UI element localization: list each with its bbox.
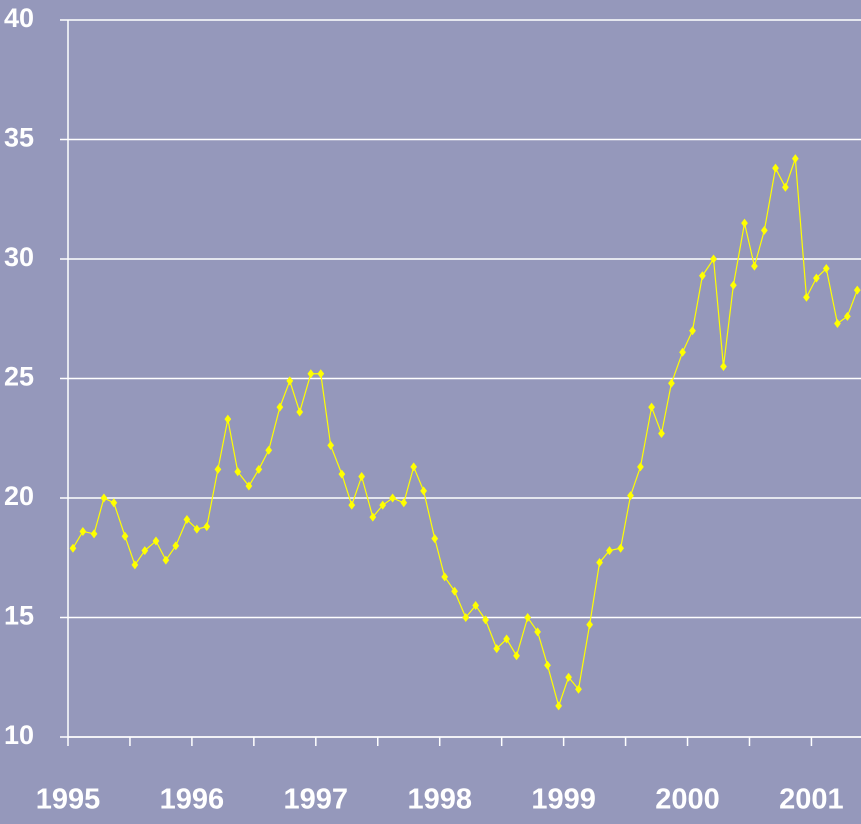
data-point (172, 541, 180, 551)
data-point (606, 546, 613, 556)
y-tick-label: 30 (4, 242, 34, 272)
data-point (234, 467, 242, 477)
data-point (843, 311, 851, 321)
data-point (586, 620, 594, 630)
data-point (803, 292, 810, 302)
data-point (379, 500, 387, 510)
data-point (699, 271, 706, 281)
x-tick-label: 2000 (655, 784, 720, 816)
y-tick-label: 20 (4, 481, 34, 511)
data-point (255, 464, 263, 474)
data-point (493, 644, 501, 654)
data-point (565, 672, 572, 682)
data-point (369, 512, 377, 522)
data-point (431, 534, 439, 544)
x-tick-label: 1997 (284, 784, 349, 816)
data-point (162, 555, 170, 565)
data-point (555, 701, 563, 711)
data-point (420, 486, 427, 496)
data-point (214, 464, 222, 474)
data-point (451, 586, 458, 596)
x-tick-label: 2001 (779, 784, 844, 816)
data-point (668, 378, 675, 388)
data-point (286, 376, 294, 386)
data-point (760, 225, 768, 235)
data-point (791, 154, 799, 164)
data-point (679, 347, 686, 357)
data-point (648, 402, 655, 412)
data-point (183, 515, 191, 525)
data-point (822, 264, 830, 274)
data-point (637, 462, 644, 472)
x-tick-label: 1995 (36, 784, 101, 816)
data-point (152, 536, 160, 546)
data-point (141, 546, 149, 556)
data-point (524, 613, 532, 622)
data-point (617, 543, 624, 553)
data-point (472, 601, 480, 611)
data-point (772, 163, 779, 173)
x-tick-label: 1998 (407, 784, 472, 816)
y-tick-label: 10 (4, 720, 34, 750)
data-point (462, 613, 470, 622)
x-tick-label: 1996 (160, 784, 225, 816)
data-point (69, 543, 77, 553)
data-point (90, 529, 98, 539)
data-point (224, 414, 232, 424)
y-tick-label: 35 (4, 123, 34, 153)
data-point (203, 522, 211, 532)
data-point (131, 560, 139, 570)
data-point (544, 660, 551, 670)
data-point (503, 634, 511, 644)
data-point (307, 369, 315, 379)
data-point (710, 254, 717, 264)
data-point (741, 218, 748, 228)
data-point (400, 498, 408, 508)
data-point (730, 280, 737, 290)
data-point (193, 524, 201, 534)
data-point (79, 526, 87, 536)
data-point (296, 407, 304, 417)
data-point (276, 402, 284, 412)
y-tick-label: 15 (4, 601, 34, 631)
data-point (689, 326, 696, 336)
data-point (596, 558, 603, 568)
data-point (853, 285, 861, 295)
data-point (245, 481, 253, 491)
data-point (627, 491, 634, 501)
data-point (327, 440, 335, 450)
data-point (317, 369, 325, 379)
data-point (265, 445, 273, 455)
data-point (100, 493, 108, 503)
data-point (751, 261, 758, 271)
x-tick-label: 1999 (531, 784, 596, 816)
y-tick-label: 40 (4, 3, 34, 33)
data-point (834, 319, 841, 329)
data-point (575, 684, 582, 694)
data-point (348, 500, 356, 510)
series-line (72, 158, 858, 708)
data-point (121, 531, 129, 541)
data-point (782, 182, 789, 192)
data-point (513, 651, 520, 661)
data-point (482, 615, 489, 625)
data-point (441, 572, 449, 582)
data-point (720, 362, 727, 372)
y-tick-label: 25 (4, 362, 34, 392)
data-point (389, 493, 397, 503)
data-point (110, 498, 118, 508)
data-point (534, 627, 541, 637)
data-point (410, 462, 418, 472)
data-point (658, 428, 665, 438)
data-point (813, 273, 820, 283)
data-point (338, 469, 346, 479)
data-point (358, 471, 366, 481)
